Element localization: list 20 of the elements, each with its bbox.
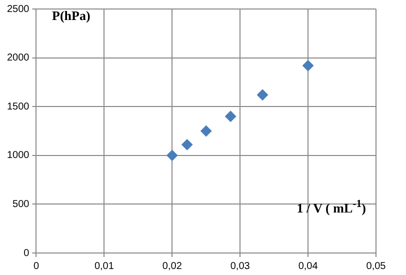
point xyxy=(200,126,212,136)
x-tick-label: 0,02 xyxy=(162,260,182,272)
point xyxy=(182,139,193,150)
x-tick-label: 0,03 xyxy=(230,260,250,272)
y-tick-label: 0 xyxy=(24,248,30,259)
x-tick-label: 0 xyxy=(33,260,40,272)
point xyxy=(225,110,236,122)
point xyxy=(166,150,178,161)
x-tick-label: 0,05 xyxy=(366,260,386,272)
x-tick-label: 0,04 xyxy=(298,260,318,272)
y-axis-title: P(hPa) xyxy=(52,8,90,24)
y-tick-label: 500 xyxy=(12,198,30,210)
y-tick-label: 2500 xyxy=(6,4,30,15)
x-axis-title: 1 / V ( mL$^{-1}$) xyxy=(296,198,366,216)
y-tick-label: 1500 xyxy=(6,101,30,112)
point xyxy=(302,60,314,72)
point xyxy=(257,89,268,100)
y-tick-label: 2000 xyxy=(6,52,30,64)
x-tick-label: 0,01 xyxy=(94,260,114,272)
y-tick-label: 1000 xyxy=(6,150,30,162)
